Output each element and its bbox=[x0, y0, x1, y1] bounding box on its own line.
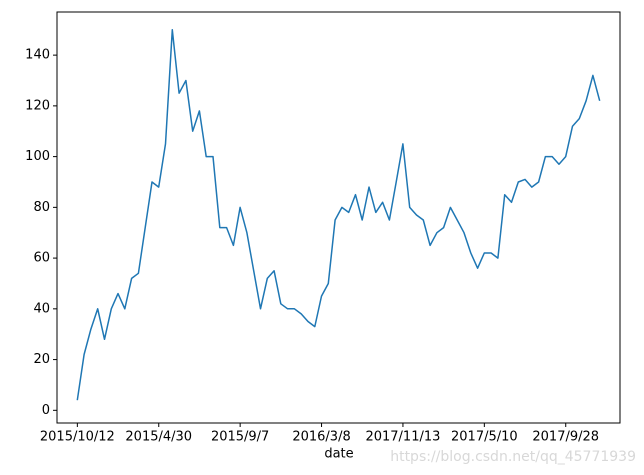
plot-frame bbox=[56, 11, 621, 424]
y-tick-label: 120 bbox=[25, 98, 50, 113]
x-axis-label: date bbox=[324, 447, 353, 462]
x-tick-label: 2015/10/12 bbox=[40, 430, 115, 445]
x-tick-label: 2015/4/30 bbox=[125, 430, 192, 445]
x-tick-label: 2016/3/8 bbox=[292, 430, 350, 445]
y-tick-label: 80 bbox=[33, 200, 50, 215]
y-tick-label: 0 bbox=[42, 403, 50, 418]
y-tick-label: 20 bbox=[33, 352, 50, 367]
y-tick-label: 40 bbox=[33, 301, 50, 316]
x-tick-label: 2017/9/28 bbox=[532, 430, 599, 445]
watermark: https://blog.csdn.net/qq_45771939 bbox=[390, 449, 636, 465]
y-tick-label: 100 bbox=[25, 149, 50, 164]
x-tick-label: 2017/11/13 bbox=[365, 430, 440, 445]
data-line bbox=[76, 29, 601, 401]
y-tick-label: 140 bbox=[25, 48, 50, 63]
x-tick-label: 2015/9/7 bbox=[211, 430, 269, 445]
y-tick-label: 60 bbox=[33, 251, 50, 266]
x-tick-label: 2017/5/10 bbox=[451, 430, 518, 445]
